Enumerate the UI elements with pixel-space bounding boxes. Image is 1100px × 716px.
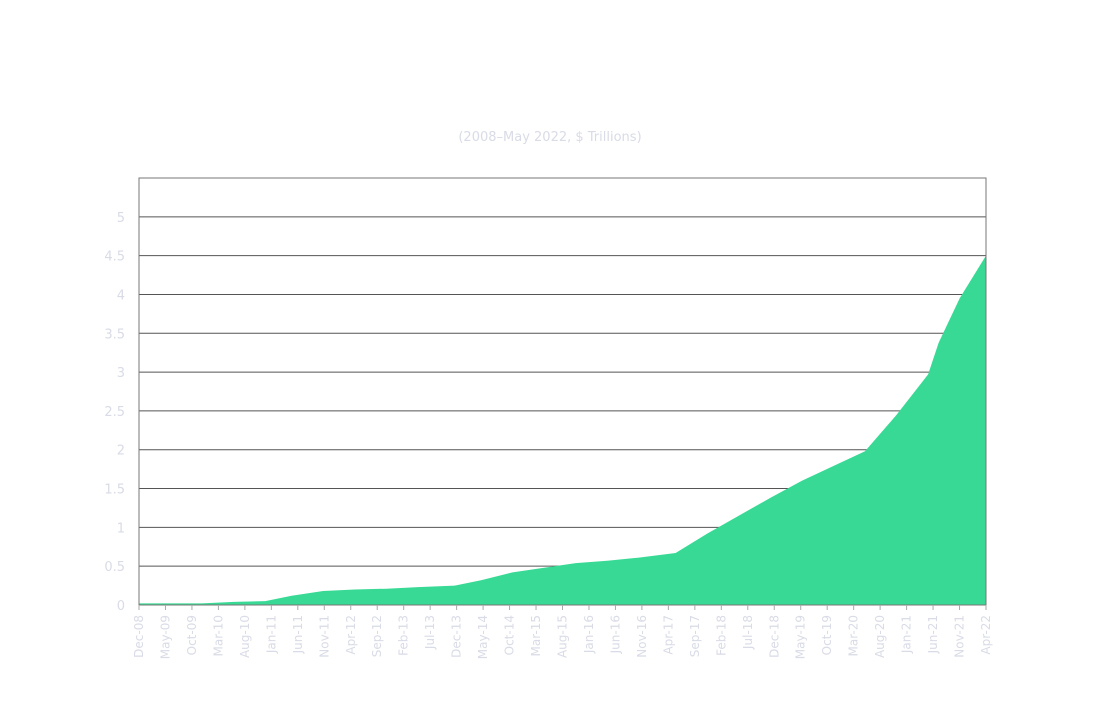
x-tick-label-15: Mar-15 (529, 615, 543, 656)
x-tick-label-1: May-09 (158, 615, 172, 659)
x-tick-label-26: Oct-19 (820, 615, 834, 655)
y-tick-label-4: 2 (117, 444, 125, 459)
x-tick-label-0: Dec-08 (132, 615, 146, 658)
y-tick-label-9: 4.5 (104, 250, 125, 265)
x-tick-label-21: Sep-17 (688, 615, 702, 657)
x-tick-label-19: Nov-16 (635, 615, 649, 658)
grid-lines (139, 216, 986, 567)
y-tick-label-7: 3.5 (104, 327, 125, 342)
x-tick-label-28: Aug-20 (873, 615, 887, 658)
x-tick-label-12: Dec-13 (450, 615, 464, 658)
y-tick-label-3: 1.5 (104, 483, 125, 498)
x-tick-label-25: May-19 (794, 615, 808, 659)
x-tick-label-5: Jan-11 (264, 615, 278, 654)
area-series-0 (139, 255, 986, 605)
y-tick-label-6: 3 (117, 366, 125, 381)
y-tick-label-0: 0 (117, 599, 125, 614)
y-tick-label-1: 0.5 (104, 560, 125, 575)
x-tick-label-23: Jul-18 (741, 615, 755, 650)
x-tick-label-18: Jun-16 (608, 615, 622, 654)
y-tick-label-2: 1 (117, 521, 125, 536)
x-tick-label-16: Aug-15 (556, 615, 570, 658)
x-tick-label-20: Apr-17 (661, 615, 675, 655)
x-tick-label-2: Oct-09 (185, 615, 199, 655)
x-tick-label-31: Nov-21 (953, 615, 967, 658)
x-tick-label-24: Dec-18 (767, 615, 781, 658)
x-tick-label-11: Jul-13 (423, 615, 437, 650)
x-tick-label-27: Mar-20 (847, 615, 861, 656)
x-tick-label-29: Jan-21 (900, 615, 914, 654)
y-tick-label-5: 2.5 (104, 405, 125, 420)
x-tick-label-6: Jun-11 (291, 615, 305, 654)
x-tick-label-9: Sep-12 (370, 615, 384, 657)
x-tick-label-14: Oct-14 (503, 615, 517, 655)
x-tick-label-32: Apr-22 (979, 615, 993, 655)
x-tick-label-7: Nov-11 (317, 615, 331, 658)
x-tick-label-10: Feb-13 (397, 615, 411, 656)
x-tick-label-8: Apr-12 (344, 615, 358, 655)
y-tick-label-8: 4 (117, 288, 125, 303)
x-tick-label-17: Jan-16 (582, 615, 596, 654)
x-tick-label-3: Mar-10 (211, 615, 225, 656)
chart-subtitle: (2008–May 2022, $ Trillions) (458, 130, 641, 145)
area-series (139, 255, 986, 605)
y-axis-ticks: 0 0.5 1 1.5 2 2.5 3 3.5 4 4.5 5 (104, 211, 125, 614)
x-tick-label-30: Jun-21 (926, 615, 940, 654)
x-tick-label-4: Aug-10 (238, 615, 252, 658)
x-tick-label-22: Feb-18 (714, 615, 728, 656)
y-tick-label-10: 5 (117, 211, 125, 226)
x-tick-label-13: May-14 (476, 615, 490, 659)
x-axis-ticks: Dec-08 May-09 Oct-09 Mar-10 Aug-10 Jan-11 Jun-… (132, 605, 993, 659)
